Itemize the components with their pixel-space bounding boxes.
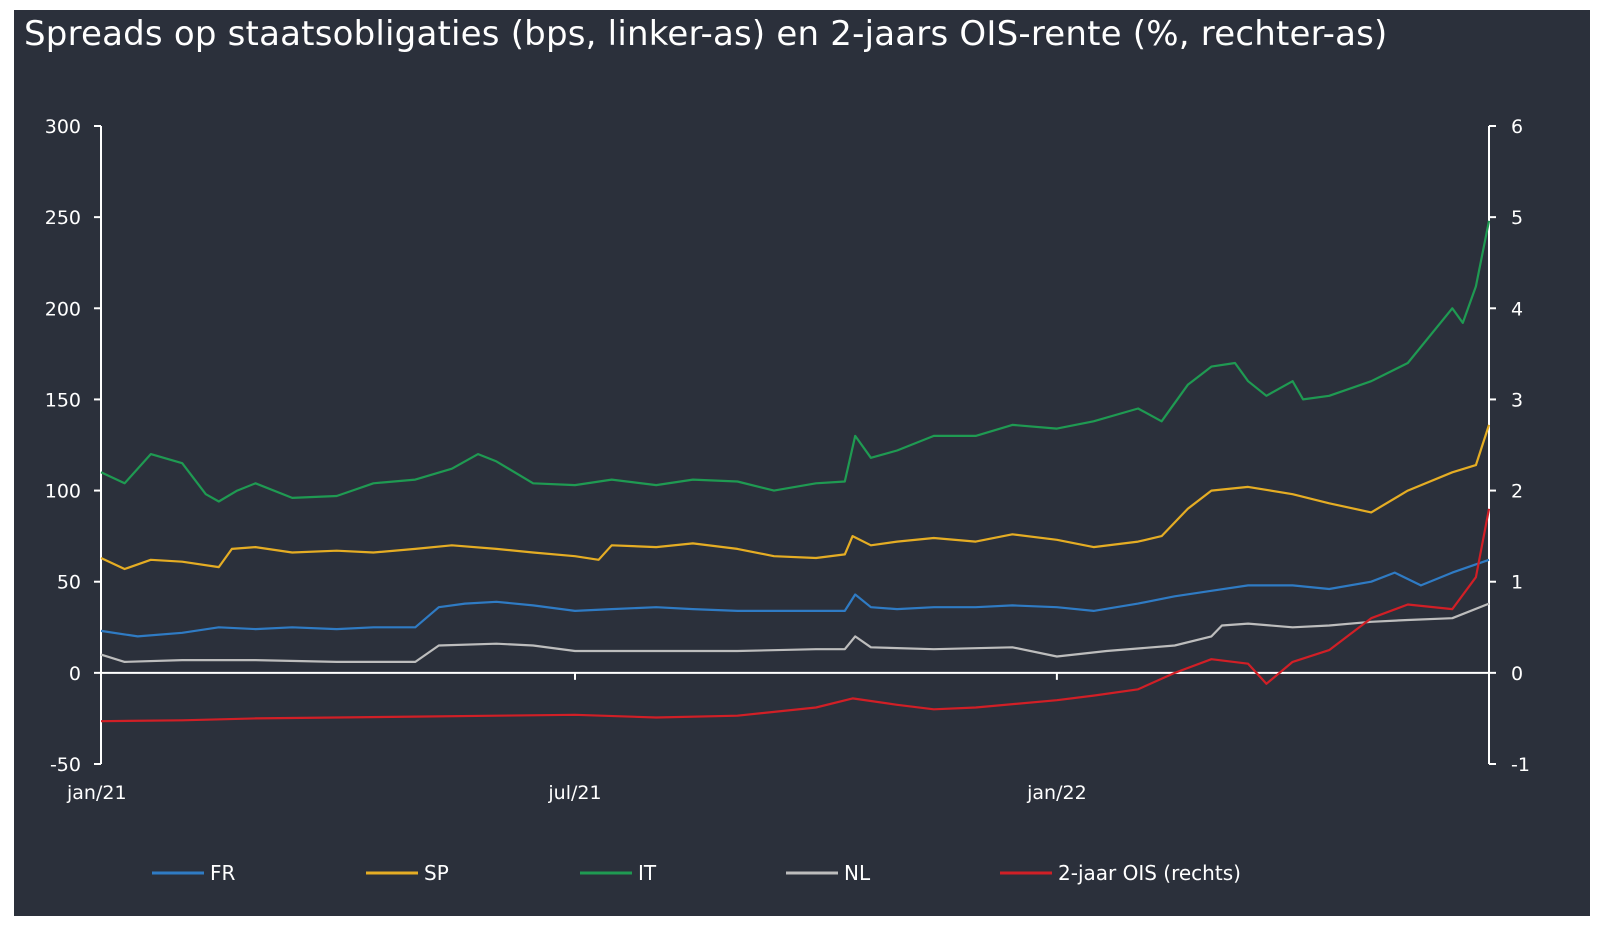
- legend-label: IT: [638, 861, 657, 885]
- y-right-tick-label: 6: [1511, 116, 1523, 138]
- legend: FR SP IT NL 2-jaar OIS (rechts): [152, 861, 1241, 885]
- y-right-tick-label: -1: [1511, 754, 1530, 776]
- series-lines: [100, 220, 1491, 723]
- y-left-tick-label: 150: [45, 389, 81, 411]
- x-tick-label: jul/21: [547, 782, 601, 804]
- y-right-tick-label: 2: [1511, 481, 1523, 503]
- x-tick-label: jan/21: [66, 782, 127, 804]
- y-right-tick-label: 1: [1511, 572, 1523, 594]
- series-line-2-jaar-ois-rechts-: [100, 508, 1491, 723]
- y-right-tick-label: 0: [1511, 663, 1523, 685]
- y-left-tick-label: 300: [45, 116, 81, 138]
- y-left-tick-label: 250: [45, 207, 81, 229]
- y-left-tick-label: 50: [57, 572, 81, 594]
- y-left-tick-label: 0: [69, 663, 81, 685]
- legend-label: SP: [424, 861, 449, 885]
- y-right-tick-label: 3: [1511, 389, 1523, 411]
- series-line-fr: [100, 558, 1490, 638]
- y-right-tick-label: 5: [1511, 207, 1523, 229]
- legend-label: FR: [210, 861, 236, 885]
- x-tick-label: jan/22: [1026, 782, 1087, 804]
- series-line-sp: [100, 424, 1491, 571]
- series-line-nl: [100, 602, 1490, 664]
- y-right-tick-label: 4: [1511, 298, 1523, 320]
- y-left-tick-label: 200: [45, 298, 81, 320]
- series-line-it: [100, 220, 1491, 503]
- legend-label: NL: [844, 861, 871, 885]
- axes: 300 250 200 150 100 50 0 -50 6 5 4 3 2 1 0 -1 jan/21 jul/…: [45, 116, 1530, 804]
- y-left-tick-label: 100: [45, 481, 81, 503]
- y-left-tick-label: -50: [50, 754, 81, 776]
- chart-title: Spreads op staatsobligaties (bps, linker…: [24, 14, 1388, 54]
- legend-label: 2-jaar OIS (rechts): [1058, 861, 1241, 885]
- chart-panel: [14, 10, 1590, 916]
